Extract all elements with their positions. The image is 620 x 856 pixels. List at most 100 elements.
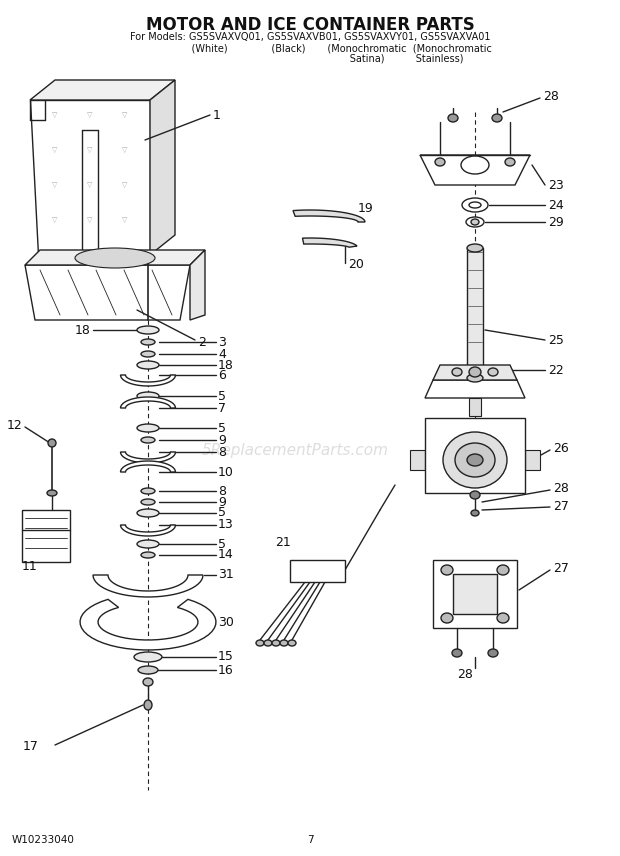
Text: 28: 28 <box>553 482 569 495</box>
Ellipse shape <box>452 649 462 657</box>
Ellipse shape <box>288 640 296 646</box>
Text: 5: 5 <box>218 507 226 520</box>
Ellipse shape <box>256 640 264 646</box>
Text: MOTOR AND ICE CONTAINER PARTS: MOTOR AND ICE CONTAINER PARTS <box>146 16 474 34</box>
Polygon shape <box>120 397 175 408</box>
Ellipse shape <box>467 374 483 382</box>
Text: 18: 18 <box>218 359 234 372</box>
Text: 2: 2 <box>198 336 206 348</box>
Bar <box>425 418 525 493</box>
Text: ▽: ▽ <box>87 182 92 188</box>
Polygon shape <box>30 100 150 255</box>
Ellipse shape <box>448 114 458 122</box>
Text: For Models: GS5SVAXVQ01, GS5SVAXVB01, GS5SVAXVY01, GS5SVAXVA01: For Models: GS5SVAXVQ01, GS5SVAXVB01, GS… <box>130 32 490 42</box>
Ellipse shape <box>497 565 509 575</box>
Ellipse shape <box>461 156 489 174</box>
Polygon shape <box>80 599 216 650</box>
Ellipse shape <box>488 649 498 657</box>
Text: 19: 19 <box>358 201 374 215</box>
Text: 24: 24 <box>548 199 564 211</box>
Text: 5ReplacementParts.com: 5ReplacementParts.com <box>202 443 389 457</box>
Text: 8: 8 <box>218 445 226 459</box>
Text: 12: 12 <box>6 419 22 431</box>
Text: ▽: ▽ <box>52 182 58 188</box>
Ellipse shape <box>470 491 480 499</box>
Ellipse shape <box>137 540 159 548</box>
Ellipse shape <box>443 432 507 488</box>
Ellipse shape <box>455 443 495 477</box>
Text: W10233040: W10233040 <box>12 835 75 845</box>
Text: 31: 31 <box>218 568 234 581</box>
Bar <box>290 560 345 582</box>
Ellipse shape <box>272 640 280 646</box>
Ellipse shape <box>469 367 481 377</box>
Ellipse shape <box>141 499 155 505</box>
Bar <box>410 450 425 470</box>
Ellipse shape <box>141 488 155 494</box>
Text: 5: 5 <box>218 421 226 435</box>
Bar <box>525 450 540 470</box>
Bar <box>453 574 497 614</box>
Polygon shape <box>25 250 205 265</box>
Ellipse shape <box>137 392 159 400</box>
Ellipse shape <box>435 158 445 166</box>
Text: 21: 21 <box>275 536 291 549</box>
Text: 7: 7 <box>307 835 313 845</box>
Bar <box>33 295 51 307</box>
Text: 27: 27 <box>553 562 569 574</box>
Polygon shape <box>30 80 175 100</box>
Text: 7: 7 <box>218 401 226 414</box>
Ellipse shape <box>441 613 453 623</box>
Polygon shape <box>420 155 530 185</box>
Text: (White)              (Black)       (Monochromatic  (Monochromatic: (White) (Black) (Monochromatic (Monochro… <box>128 43 492 53</box>
Ellipse shape <box>48 439 56 447</box>
Text: 29: 29 <box>548 216 564 229</box>
Polygon shape <box>120 375 175 386</box>
Ellipse shape <box>441 565 453 575</box>
Ellipse shape <box>497 613 509 623</box>
Text: ▽: ▽ <box>87 217 92 223</box>
Text: 25: 25 <box>548 334 564 347</box>
Ellipse shape <box>141 351 155 357</box>
Ellipse shape <box>134 652 162 662</box>
Text: 15: 15 <box>218 651 234 663</box>
Ellipse shape <box>471 219 479 225</box>
Ellipse shape <box>467 454 483 466</box>
Ellipse shape <box>471 510 479 516</box>
Ellipse shape <box>466 217 484 227</box>
Bar <box>433 560 517 628</box>
Ellipse shape <box>264 640 272 646</box>
Ellipse shape <box>469 202 481 208</box>
Text: ▽: ▽ <box>122 182 128 188</box>
Bar <box>467 248 483 378</box>
Polygon shape <box>120 525 175 536</box>
Text: 30: 30 <box>218 615 234 628</box>
Text: 5: 5 <box>218 538 226 550</box>
Text: 20: 20 <box>348 259 364 271</box>
Text: ▽: ▽ <box>87 147 92 153</box>
Text: 9: 9 <box>218 496 226 508</box>
Polygon shape <box>425 380 525 398</box>
Bar <box>469 398 481 416</box>
Ellipse shape <box>138 666 158 674</box>
Text: 22: 22 <box>548 364 564 377</box>
Text: 26: 26 <box>553 442 569 455</box>
Text: 10: 10 <box>218 466 234 479</box>
Bar <box>160 295 178 307</box>
Text: ▽: ▽ <box>52 217 58 223</box>
Text: 1: 1 <box>213 109 221 122</box>
Ellipse shape <box>137 326 159 334</box>
Polygon shape <box>190 250 205 320</box>
Ellipse shape <box>492 114 502 122</box>
Ellipse shape <box>75 248 155 268</box>
Text: 5: 5 <box>218 389 226 402</box>
Text: 11: 11 <box>22 560 38 573</box>
Ellipse shape <box>144 700 152 710</box>
Text: 8: 8 <box>218 484 226 497</box>
Text: 3: 3 <box>218 336 226 348</box>
Text: 4: 4 <box>218 348 226 360</box>
Polygon shape <box>25 265 190 320</box>
Text: 6: 6 <box>218 368 226 382</box>
Polygon shape <box>93 575 203 597</box>
Text: 16: 16 <box>218 663 234 676</box>
